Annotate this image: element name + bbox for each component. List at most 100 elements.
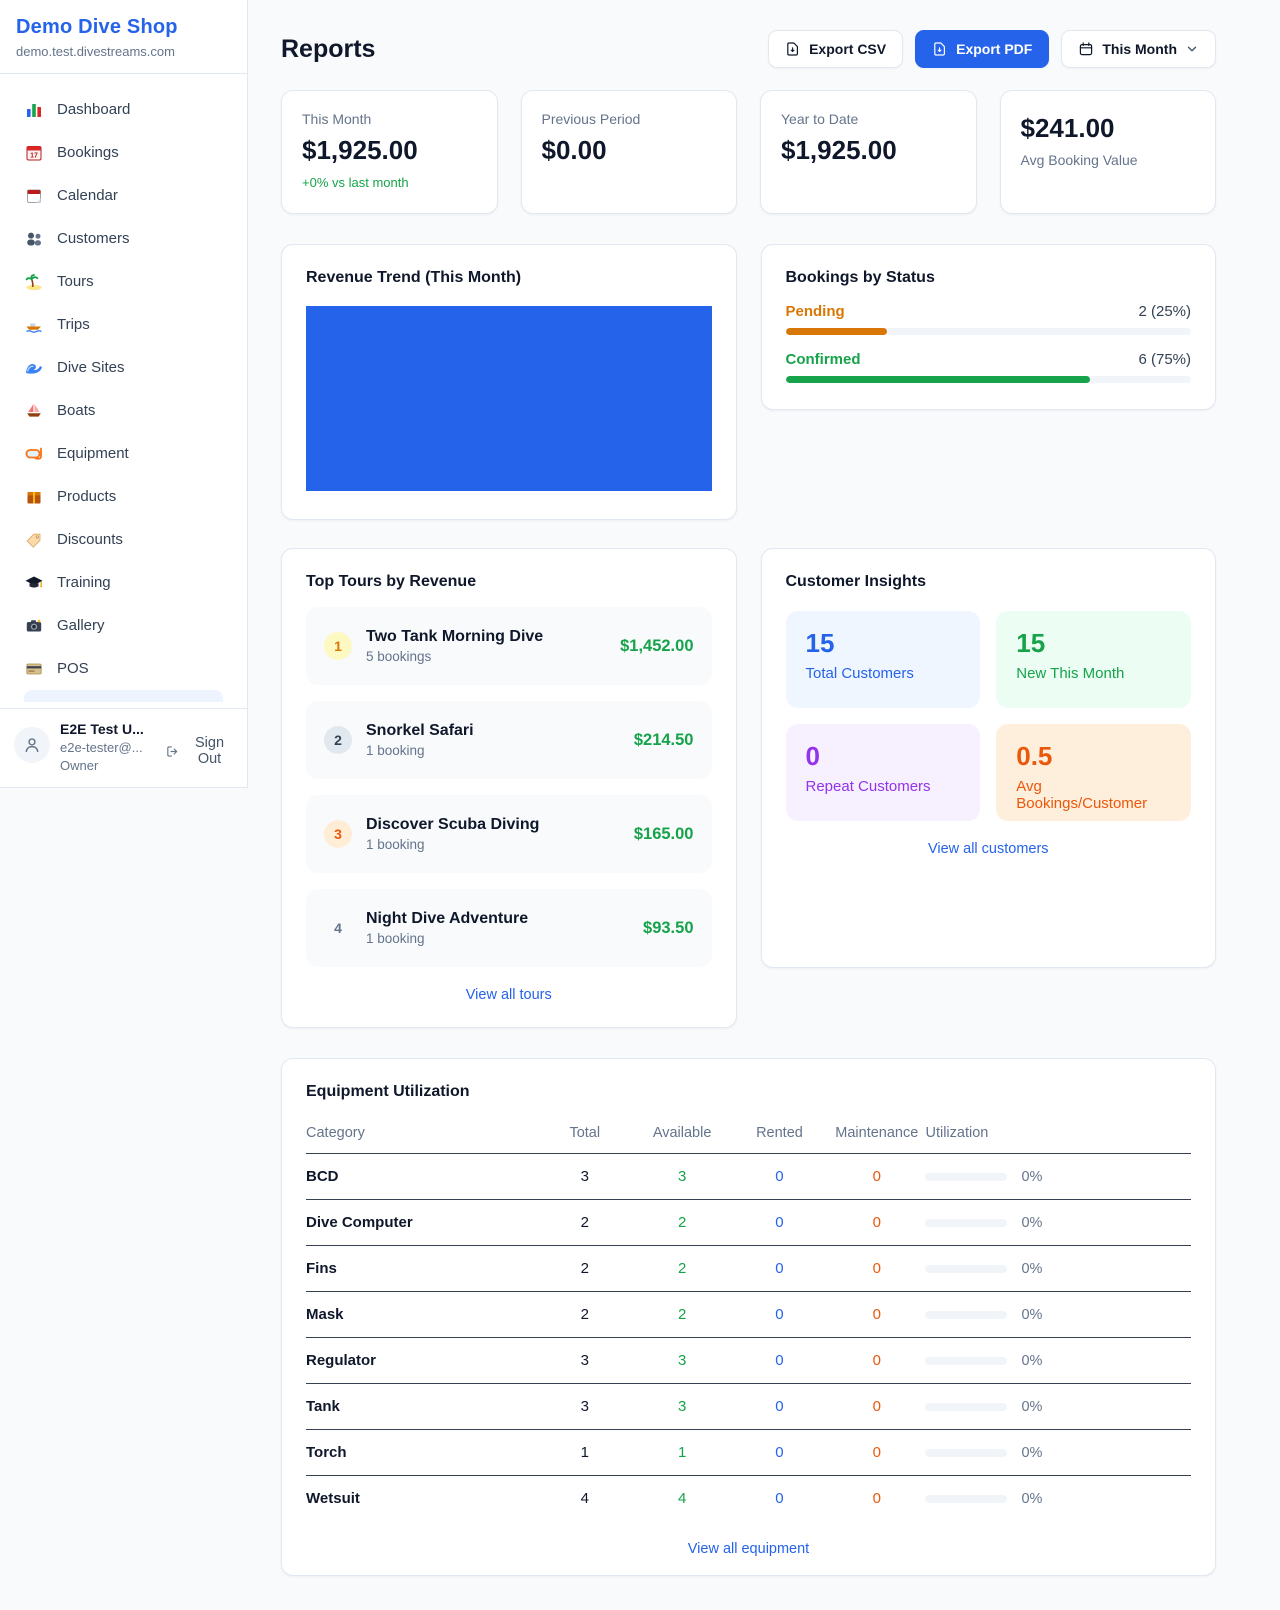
sidebar-item-tours[interactable]: Tours bbox=[12, 260, 235, 303]
status-count: 6 (75%) bbox=[1138, 351, 1191, 368]
utilization-bar bbox=[925, 1310, 1008, 1319]
sidebar-item-label: Calendar bbox=[57, 187, 118, 204]
stat-label: Avg Booking Value bbox=[1020, 152, 1138, 168]
user-name: E2E Test U... bbox=[60, 721, 144, 737]
sidebar-item-gallery[interactable]: Gallery bbox=[12, 604, 235, 647]
sidebar-item-discounts[interactable]: Discounts bbox=[12, 518, 235, 561]
cell-rented: 0 bbox=[730, 1245, 829, 1292]
export-csv-button[interactable]: Export CSV bbox=[768, 30, 904, 68]
utilization-pct: 0% bbox=[1021, 1214, 1043, 1231]
credit-card-icon bbox=[24, 659, 44, 679]
table-row: Regulator 3 3 0 0 0% bbox=[306, 1337, 1191, 1384]
period-dropdown[interactable]: This Month bbox=[1061, 30, 1216, 68]
cell-maintenance: 0 bbox=[828, 1153, 926, 1200]
utilization-bar bbox=[925, 1402, 1008, 1411]
cell-category: Mask bbox=[306, 1291, 537, 1338]
tour-amount: $93.50 bbox=[643, 918, 694, 937]
tour-bookings: 1 booking bbox=[366, 931, 425, 946]
tour-name: Night Dive Adventure bbox=[366, 910, 529, 927]
sidebar-item-reports-partial[interactable] bbox=[24, 690, 223, 702]
column-header-utilization: Utilization bbox=[925, 1115, 1191, 1154]
stat-card-avg-booking-value: $241.00 Avg Booking Value bbox=[999, 90, 1216, 214]
insight-label: Repeat Customers bbox=[805, 778, 931, 795]
utilization-pct: 0% bbox=[1021, 1260, 1043, 1277]
sidebar-item-calendar[interactable]: Calendar bbox=[12, 174, 235, 217]
table-row: BCD 3 3 0 0 0% bbox=[306, 1153, 1191, 1200]
wave-icon bbox=[24, 358, 44, 378]
sidebar-item-bookings[interactable]: 17 Bookings bbox=[12, 131, 235, 174]
island-icon bbox=[24, 272, 44, 292]
cell-total: 4 bbox=[580, 1490, 589, 1507]
column-header-category: Category bbox=[306, 1115, 537, 1154]
cell-total: 3 bbox=[536, 1337, 634, 1384]
view-all-tours-link[interactable]: View all tours bbox=[465, 987, 552, 1003]
insight-value: 0 bbox=[805, 741, 820, 771]
cell-total: 1 bbox=[536, 1429, 634, 1476]
cell-total: 3 bbox=[536, 1153, 634, 1200]
dive-mask-icon bbox=[24, 444, 44, 464]
cell-available: 3 bbox=[633, 1383, 731, 1430]
equipment-table: Category Total Available Rented Maintena… bbox=[306, 1115, 1191, 1521]
table-row: Mask 2 2 0 0 0% bbox=[306, 1291, 1191, 1338]
sidebar-item-pos[interactable]: POS bbox=[12, 647, 235, 690]
customer-insights-title: Customer Insights bbox=[785, 573, 926, 590]
chevron-down-icon bbox=[1187, 46, 1197, 52]
cell-category: Torch bbox=[306, 1429, 537, 1476]
stats-row: This Month $1,925.00 +0% vs last month P… bbox=[281, 90, 1216, 214]
column-header-maintenance: Maintenance bbox=[828, 1115, 926, 1154]
sidebar-item-dashboard[interactable]: Dashboard bbox=[12, 88, 235, 131]
tour-amount: $214.50 bbox=[633, 730, 694, 749]
utilization-bar bbox=[925, 1264, 1008, 1273]
stat-value: $1,925.00 bbox=[781, 135, 897, 165]
sidebar-item-dive-sites[interactable]: Dive Sites bbox=[12, 346, 235, 389]
top-tours-title: Top Tours by Revenue bbox=[306, 573, 477, 590]
utilization-bar bbox=[925, 1448, 1008, 1457]
sidebar-item-products[interactable]: Products bbox=[12, 475, 235, 518]
sidebar-item-label: Tours bbox=[57, 273, 94, 290]
brand-domain: demo.test.divestreams.com bbox=[16, 44, 175, 59]
export-pdf-button[interactable]: Export PDF bbox=[915, 30, 1050, 68]
status-bar-fill bbox=[785, 328, 887, 335]
rank-badge: 2 bbox=[324, 726, 352, 754]
cell-category: Regulator bbox=[306, 1337, 537, 1384]
camera-icon bbox=[24, 616, 44, 636]
sidebar-item-label: Customers bbox=[57, 230, 130, 247]
sidebar-item-boats[interactable]: Boats bbox=[12, 389, 235, 432]
column-header-rented: Rented bbox=[730, 1115, 829, 1154]
utilization-pct: 0% bbox=[1021, 1352, 1043, 1369]
sign-out-button[interactable]: Sign Out bbox=[165, 735, 233, 767]
cell-available: 4 bbox=[677, 1490, 687, 1507]
cell-available: 2 bbox=[633, 1291, 731, 1338]
tour-row: 3 Discover Scuba Diving 1 booking $165.0… bbox=[306, 795, 712, 873]
cell-category: Dive Computer bbox=[306, 1199, 537, 1246]
cell-rented: 0 bbox=[730, 1153, 829, 1200]
view-all-customers-link[interactable]: View all customers bbox=[927, 841, 1049, 857]
sign-out-label: Sign Out bbox=[195, 735, 225, 767]
insight-label: New This Month bbox=[1016, 665, 1125, 682]
sidebar-item-trips[interactable]: Trips bbox=[12, 303, 235, 346]
tour-amount: $1,452.00 bbox=[620, 636, 694, 655]
sidebar-item-training[interactable]: Training bbox=[12, 561, 235, 604]
sidebar-nav: Dashboard 17 Bookings Calendar Customers… bbox=[0, 74, 247, 708]
sidebar-item-customers[interactable]: Customers bbox=[12, 217, 235, 260]
tour-name: Discover Scuba Diving bbox=[366, 816, 540, 833]
revenue-trend-card: Revenue Trend (This Month) bbox=[281, 244, 737, 520]
bar-chart-icon bbox=[24, 100, 44, 120]
brand-block: Demo Dive Shop demo.test.divestreams.com bbox=[0, 0, 247, 74]
table-row: Torch 1 1 0 0 0% bbox=[306, 1429, 1191, 1476]
sidebar-item-equipment[interactable]: Equipment bbox=[12, 432, 235, 475]
avatar bbox=[14, 727, 50, 763]
status-count: 2 (25%) bbox=[1138, 303, 1191, 320]
utilization-pct: 0% bbox=[1021, 1398, 1043, 1415]
table-row: Fins 2 2 0 0 0% bbox=[306, 1245, 1191, 1292]
page-title: Reports bbox=[281, 34, 376, 63]
grad-cap-icon bbox=[24, 573, 44, 593]
insight-tile-new-this-month: 15 New This Month bbox=[996, 611, 1191, 708]
cell-total: 2 bbox=[536, 1291, 634, 1338]
person-icon bbox=[25, 738, 39, 753]
insight-value: 0.5 bbox=[1016, 741, 1053, 771]
revenue-trend-title: Revenue Trend (This Month) bbox=[306, 269, 522, 286]
tour-amount: $165.00 bbox=[633, 824, 694, 843]
utilization-bar bbox=[925, 1494, 1008, 1503]
view-all-equipment-link[interactable]: View all equipment bbox=[687, 1541, 810, 1557]
